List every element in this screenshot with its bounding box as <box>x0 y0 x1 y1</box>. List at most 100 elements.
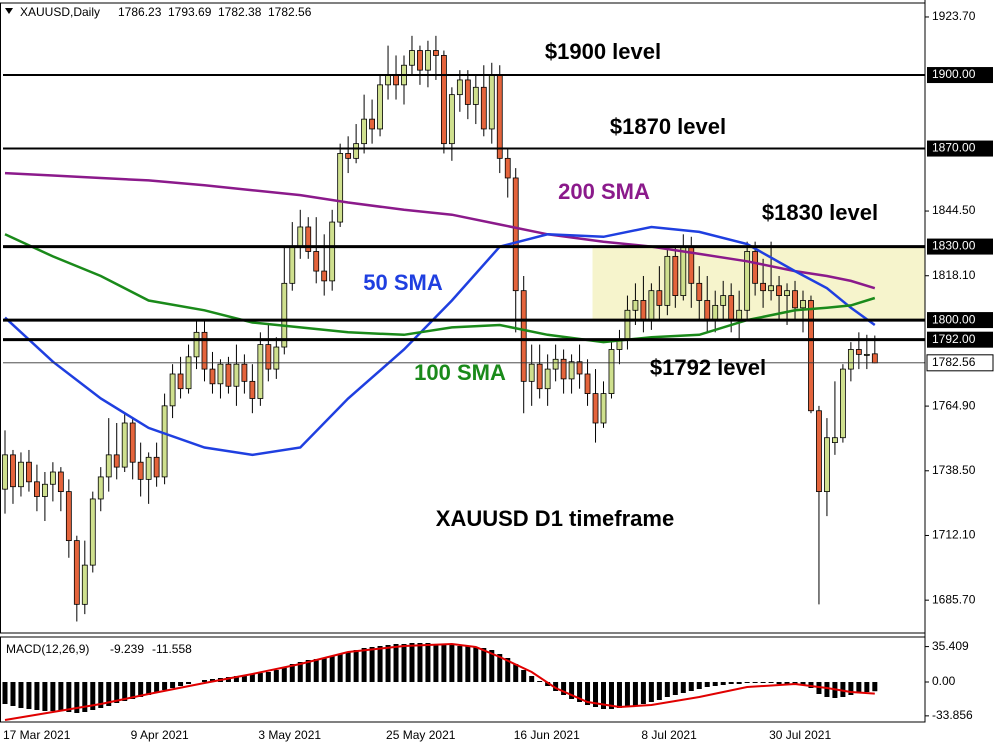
candle-body <box>18 461 24 488</box>
macd-bar <box>616 682 622 708</box>
macd-bar <box>608 682 614 709</box>
macd-bar <box>473 647 479 682</box>
candle-body <box>97 476 104 500</box>
candle-body <box>57 471 64 493</box>
candle-body <box>608 349 615 394</box>
signal-value: -11.558 <box>152 642 192 656</box>
macd-bar <box>632 682 638 706</box>
candle-body <box>329 221 336 282</box>
candle-body <box>792 290 798 309</box>
candle-body <box>26 461 32 483</box>
macd-bar <box>489 650 495 682</box>
candle-body <box>440 55 447 145</box>
y-tick-label: 1923.70 <box>932 9 976 23</box>
candle-body <box>520 290 527 382</box>
macd-bar <box>18 682 24 708</box>
candle-body <box>464 79 471 105</box>
macd-y-tick-label: 0.00 <box>932 674 956 688</box>
macd-bar <box>513 664 519 682</box>
candle-body <box>377 84 383 130</box>
macd-bar <box>784 682 790 684</box>
macd-bar <box>50 682 56 711</box>
candle-body <box>656 290 663 306</box>
candle-body <box>2 454 8 490</box>
macd-bar <box>90 682 96 710</box>
macd-bar <box>178 682 184 686</box>
candle-body <box>121 422 128 468</box>
macd-bar <box>313 659 319 682</box>
macd-bar <box>664 682 670 697</box>
macd-bar <box>329 656 335 682</box>
macd-y-tick-label: 35.409 <box>932 639 969 653</box>
macd-bar <box>672 682 678 695</box>
candle-body <box>760 282 766 292</box>
macd-bar <box>529 676 535 682</box>
macd-bar <box>233 676 239 682</box>
candle-body <box>65 491 72 542</box>
candle-body <box>592 393 599 424</box>
level-label: 1800.00 <box>932 312 976 326</box>
highlight-zone <box>592 246 925 321</box>
macd-bar <box>58 682 64 711</box>
macd-bar <box>26 682 32 709</box>
macd-bar <box>377 646 383 682</box>
candle-body <box>696 282 703 301</box>
y-tick-label: 1844.50 <box>932 203 976 217</box>
candle-body <box>536 363 543 390</box>
menu-triangle[interactable] <box>5 8 13 14</box>
candle-body <box>744 251 751 311</box>
candle-body <box>113 454 120 468</box>
macd-bar <box>505 658 511 682</box>
candle-body <box>776 285 782 296</box>
candle-body <box>632 300 639 311</box>
macd-bar <box>425 643 431 682</box>
macd-bar <box>449 645 455 682</box>
macd-bar <box>856 682 862 693</box>
macd-bar <box>864 682 870 692</box>
macd-bar <box>202 680 207 682</box>
signal-line <box>4 642 875 721</box>
macd-bar <box>640 682 646 704</box>
macd-bar <box>34 682 40 710</box>
macd-bar <box>2 682 8 704</box>
moving-average-label: 50 SMA <box>363 270 443 295</box>
level-label-box <box>927 331 993 348</box>
candle-body <box>161 405 168 478</box>
candle-body <box>568 361 575 380</box>
macd-bar <box>130 682 136 699</box>
macd-bar <box>146 682 152 695</box>
candle-body <box>393 74 399 86</box>
candle-body <box>448 94 455 145</box>
candle-body <box>417 50 423 71</box>
candle-body <box>808 300 814 412</box>
macd-bar <box>154 682 160 693</box>
candle-body <box>249 380 256 399</box>
candle-body <box>624 309 631 341</box>
candle-body <box>201 331 208 370</box>
candle-body <box>680 246 687 296</box>
macd-bar <box>481 648 487 682</box>
macd-bar <box>577 682 583 702</box>
candle-body <box>257 344 264 399</box>
candle-body <box>81 564 88 605</box>
y-tick-label: 1764.90 <box>932 398 976 412</box>
macd-bar <box>768 682 774 683</box>
macd-bar <box>712 682 718 686</box>
macd-bar <box>585 682 591 705</box>
candle-body <box>265 344 272 370</box>
candle-body <box>672 255 679 296</box>
candle-body <box>560 358 567 380</box>
macd-bar <box>704 682 710 687</box>
moving-average-line <box>4 233 876 344</box>
candle-body <box>544 368 551 390</box>
candle-body <box>800 300 806 309</box>
macd-bar <box>728 682 734 684</box>
last-close: 1782.56 <box>268 5 312 19</box>
candle-body <box>273 346 280 370</box>
candle-body <box>584 373 591 394</box>
candle-body <box>217 363 224 385</box>
candle-body <box>321 270 328 282</box>
candle-body <box>863 353 870 356</box>
x-tick-label: 3 May 2021 <box>258 728 321 742</box>
macd-bar <box>186 682 192 684</box>
